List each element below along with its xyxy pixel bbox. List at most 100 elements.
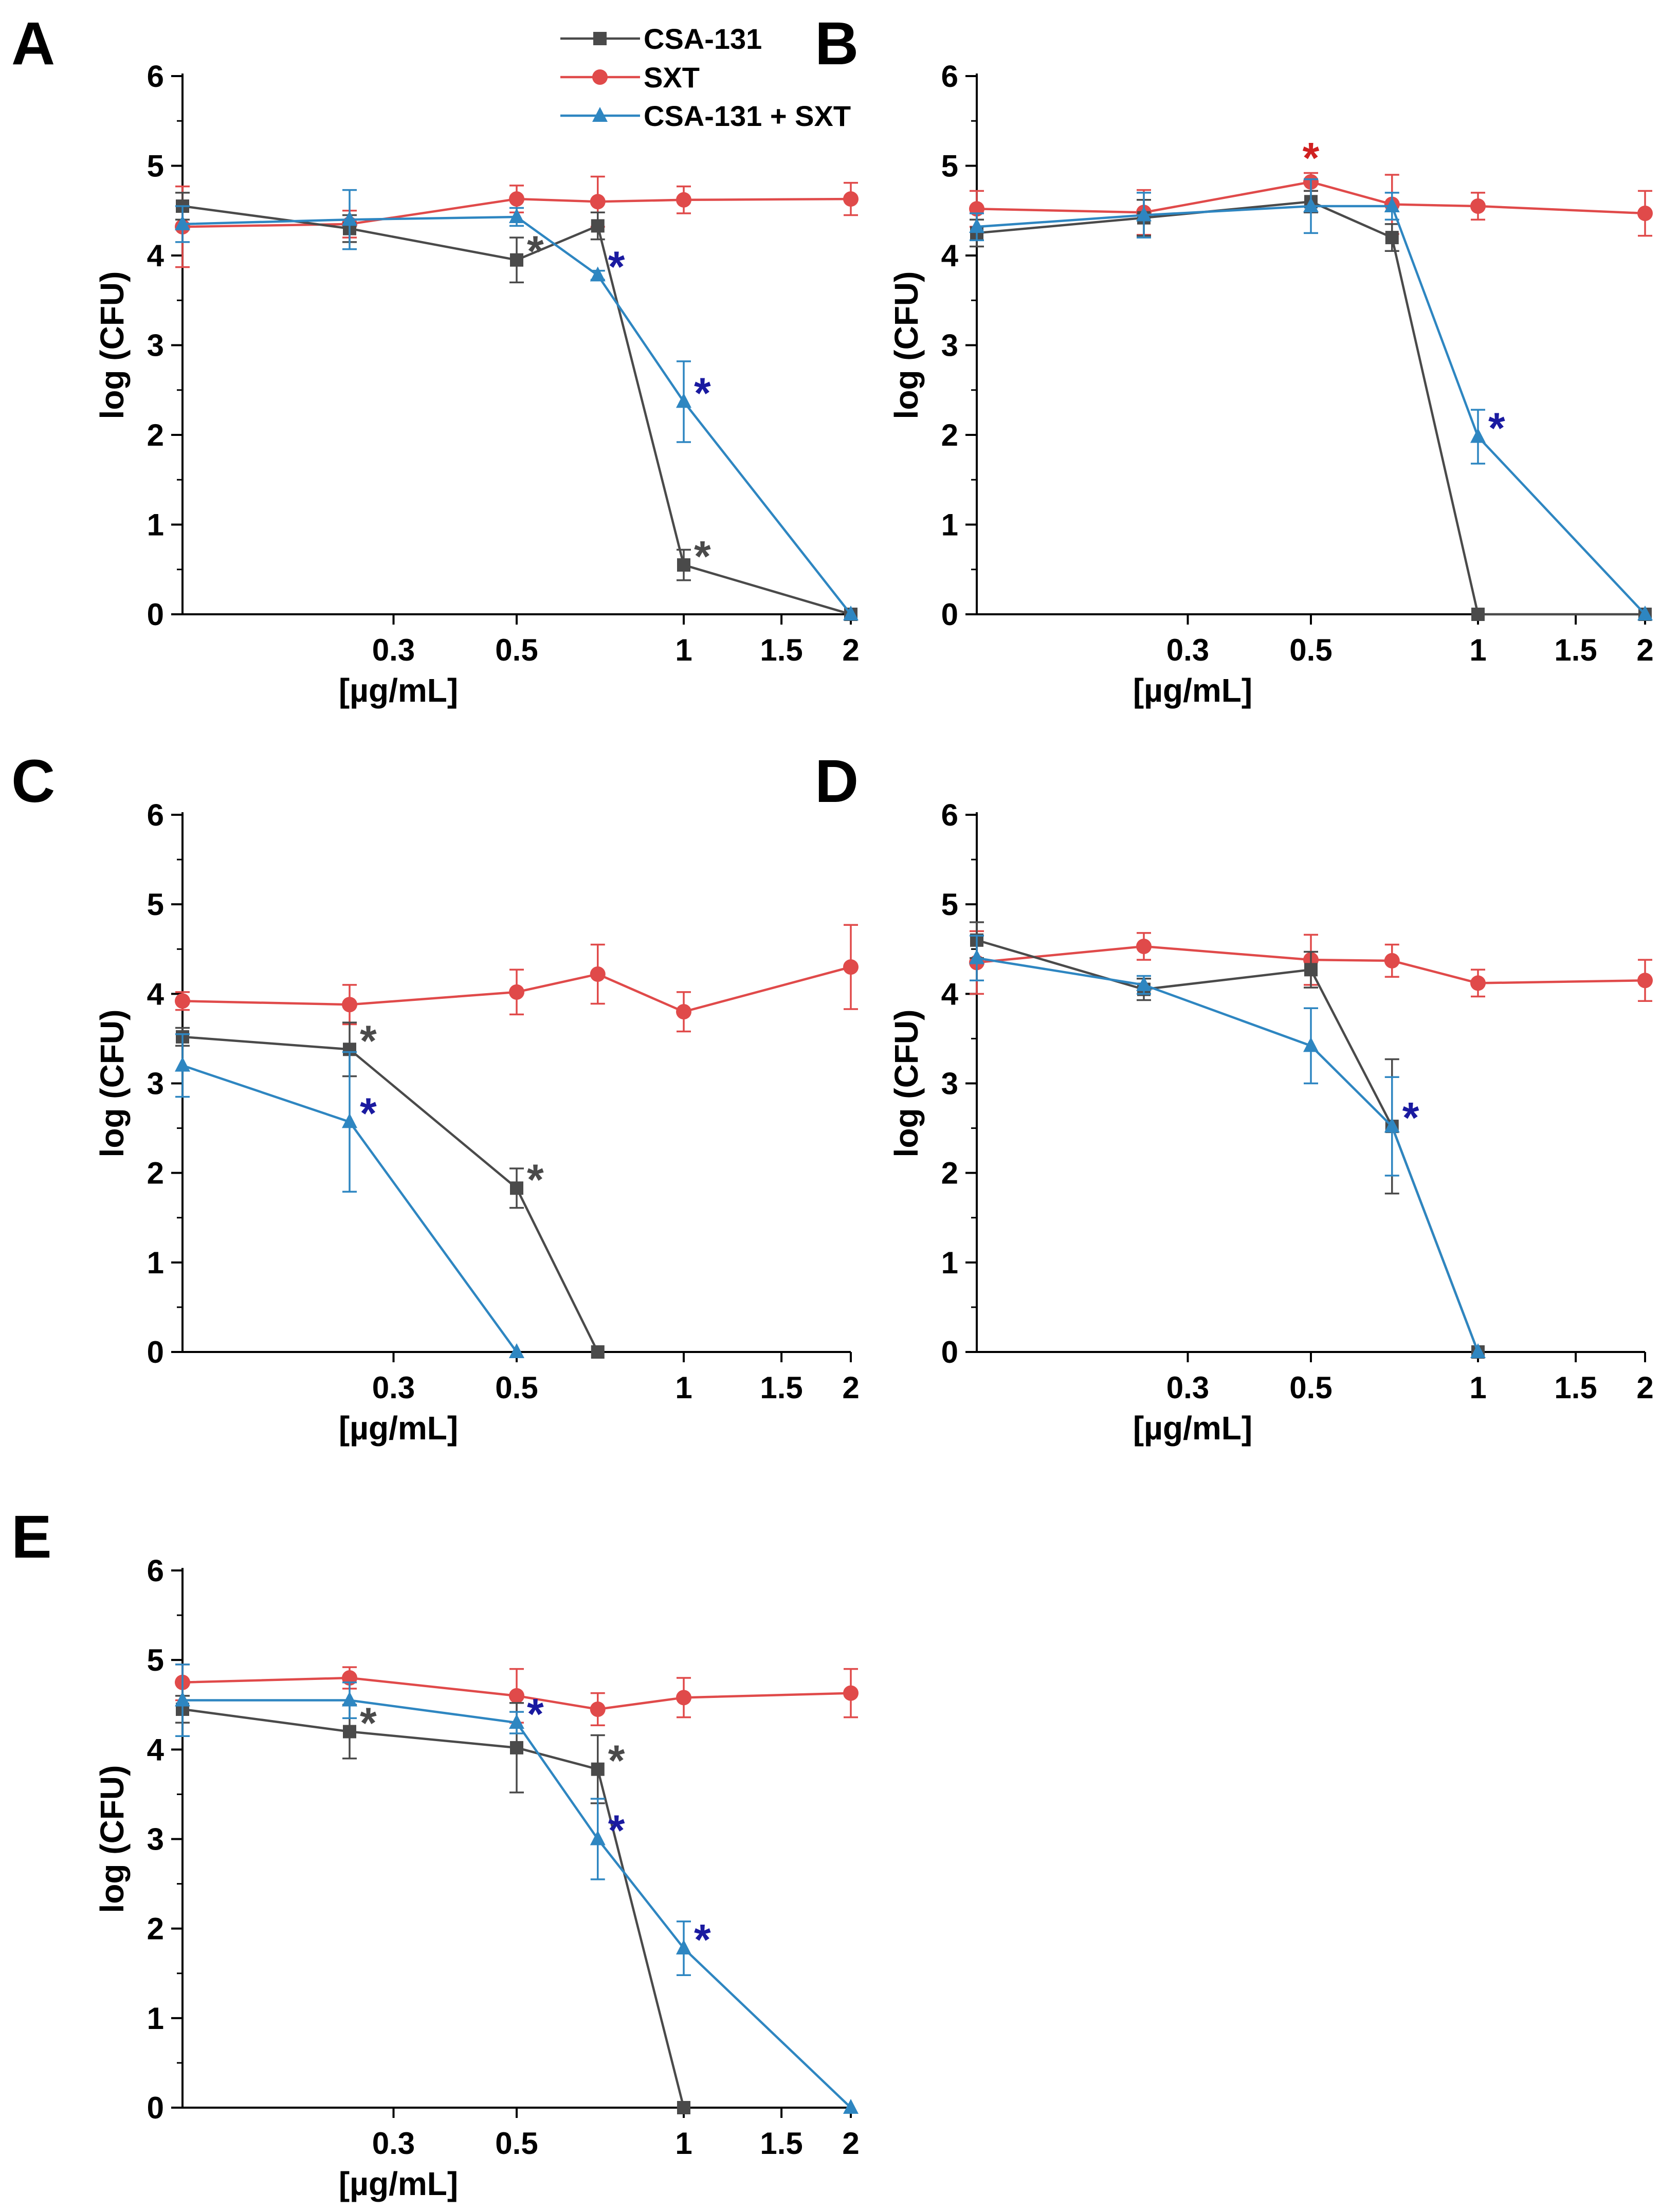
data-point (677, 2101, 690, 2114)
legend-marker (592, 107, 608, 122)
data-point (342, 211, 357, 226)
data-point (1637, 606, 1653, 620)
y-axis-title: log (CFU) (94, 1010, 131, 1158)
significance-star: * (360, 1699, 377, 1747)
panel-letter: A (11, 10, 55, 78)
series-line (976, 180, 1646, 215)
panel-letter: B (815, 10, 859, 78)
significance-star: * (360, 1016, 377, 1065)
data-point (342, 997, 357, 1013)
y-tick-label: 6 (147, 59, 164, 94)
y-tick-label: 2 (147, 418, 164, 452)
y-tick-label: 2 (147, 1156, 164, 1191)
significance-star: * (1488, 404, 1505, 452)
y-tick-label: 1 (147, 2001, 164, 2036)
significance-star: * (1402, 1093, 1419, 1142)
data-point (1470, 975, 1486, 991)
data-point (591, 1762, 605, 1776)
data-point (591, 219, 605, 233)
data-point (591, 1345, 605, 1359)
x-tick-label: 0.3 (372, 2126, 415, 2161)
significance-star: * (694, 532, 711, 580)
y-tick-label: 5 (147, 149, 164, 184)
data-point (1384, 953, 1400, 968)
panel-letter: E (11, 1503, 52, 1571)
legend-marker (592, 69, 608, 85)
x-tick-label: 0.5 (495, 633, 538, 667)
y-tick-label: 6 (941, 798, 958, 832)
y-tick-label: 3 (147, 328, 164, 363)
significance-star: * (694, 1915, 711, 1964)
data-point (590, 1830, 606, 1845)
data-point (509, 1688, 524, 1704)
x-tick-label: 1.5 (760, 1370, 802, 1405)
y-tick-label: 2 (941, 1156, 958, 1191)
y-tick-label: 4 (147, 239, 165, 273)
y-axis-title: log (CFU) (94, 1765, 131, 1913)
data-point (590, 194, 606, 210)
panel-letter: C (11, 747, 55, 815)
y-tick-label: 5 (941, 149, 958, 184)
data-point (677, 558, 690, 572)
data-point (1637, 973, 1653, 989)
series-line (182, 215, 852, 615)
y-tick-label: 0 (941, 597, 958, 632)
data-point (969, 218, 984, 233)
legend-item-csa-131: CSA-131 (560, 23, 762, 55)
series-csa-131-sxt: * (969, 178, 1653, 620)
significance-star: * (608, 242, 625, 290)
y-tick-label: 6 (147, 798, 164, 832)
data-point (510, 1741, 523, 1754)
y-tick-label: 5 (147, 887, 164, 922)
x-tick-label: 1.5 (760, 633, 802, 667)
data-point (1470, 428, 1486, 443)
data-point (175, 1056, 190, 1072)
data-point (175, 215, 190, 230)
x-tick-label: 2 (1636, 633, 1653, 667)
data-point (510, 1181, 523, 1195)
y-tick-label: 6 (147, 1553, 164, 1588)
y-tick-label: 3 (941, 1067, 958, 1101)
data-point (590, 266, 606, 282)
y-tick-label: 1 (147, 508, 164, 542)
data-point (1471, 608, 1485, 621)
series-csa-131: ** (175, 192, 857, 621)
data-point (676, 1690, 691, 1706)
x-tick-label: 0.3 (372, 1370, 415, 1405)
series-line (976, 205, 1646, 615)
series-csa-131-sxt: * (175, 1033, 524, 1358)
y-tick-label: 3 (147, 1822, 164, 1857)
legend-item-csa-131-sxt: CSA-131 + SXT (560, 100, 851, 132)
x-tick-label: 0.5 (1289, 633, 1332, 667)
x-tick-label: 0.3 (1166, 1370, 1209, 1405)
data-point (843, 2099, 859, 2114)
y-tick-label: 4 (941, 239, 959, 273)
significance-star: * (527, 1155, 544, 1203)
data-point (843, 606, 859, 620)
y-tick-label: 1 (147, 1246, 164, 1280)
series-line (976, 939, 1480, 1352)
y-axis-title: log (CFU) (888, 1010, 925, 1158)
significance-star: * (1303, 134, 1320, 182)
legend: CSA-131 SXT CSA-131 + SXT (560, 23, 851, 132)
data-point (1470, 1343, 1486, 1358)
y-tick-label: 2 (147, 1912, 164, 1946)
data-point (843, 1685, 859, 1701)
y-tick-label: 2 (941, 418, 958, 452)
x-tick-label: 2 (1636, 1370, 1653, 1405)
x-tick-label: 0.5 (495, 2126, 538, 2161)
data-point (509, 208, 524, 223)
y-tick-label: 1 (941, 508, 958, 542)
x-axis-title: [µg/mL] (1133, 672, 1252, 709)
legend-marker (593, 32, 607, 45)
series-csa-131 (970, 190, 1652, 621)
data-point (342, 1691, 357, 1707)
series-line (976, 200, 1645, 616)
series-line (182, 1676, 851, 1711)
significance-star: * (527, 1690, 544, 1738)
y-tick-label: 0 (147, 2091, 164, 2125)
data-point (1384, 1118, 1400, 1133)
